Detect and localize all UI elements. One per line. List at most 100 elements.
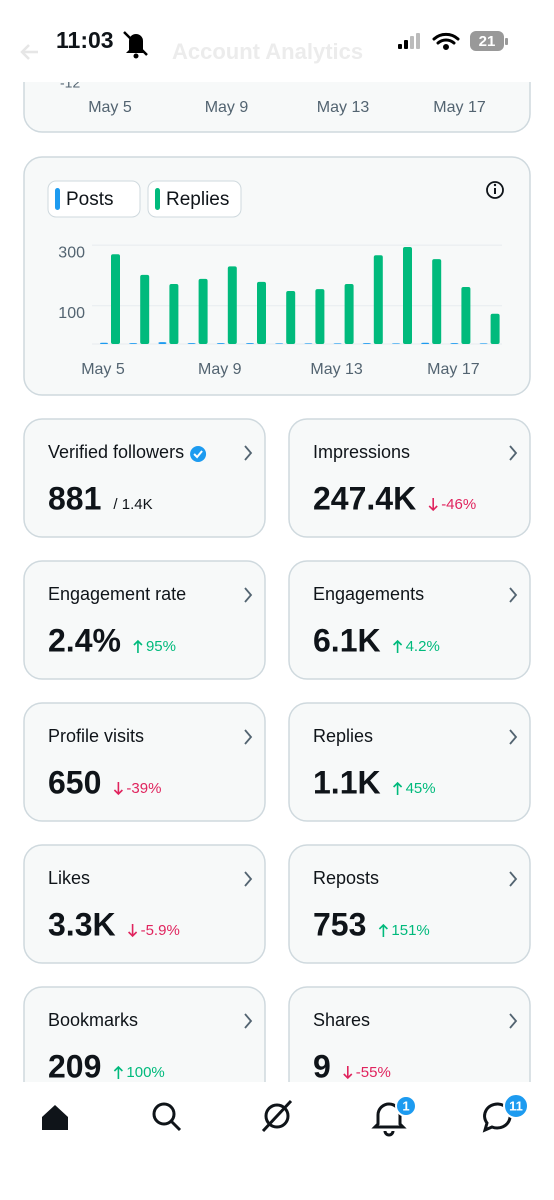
trend-arrow bbox=[343, 1066, 353, 1080]
chevron bbox=[244, 445, 253, 461]
trend-arrow bbox=[428, 498, 438, 512]
stat-value: 753 bbox=[313, 906, 366, 942]
bar bbox=[227, 266, 237, 344]
verified-check bbox=[193, 450, 203, 459]
bar bbox=[169, 284, 179, 344]
bar bbox=[344, 284, 354, 344]
nav-search[interactable] bbox=[152, 1102, 182, 1132]
bar bbox=[158, 342, 167, 344]
chevron bbox=[244, 729, 253, 745]
stat-change: -55% bbox=[356, 1064, 391, 1081]
bar bbox=[304, 343, 313, 344]
info-icon-dot bbox=[493, 183, 497, 187]
clock: 11:03 bbox=[56, 27, 114, 53]
wifi-icon bbox=[432, 32, 460, 50]
stat-title: Shares bbox=[313, 1010, 370, 1030]
stat-value: 247.4K bbox=[313, 480, 416, 516]
x-tick-label: May 9 bbox=[205, 99, 249, 116]
legend-label: Posts bbox=[66, 189, 114, 210]
legend-item[interactable] bbox=[147, 180, 242, 218]
nav-grok[interactable] bbox=[261, 1099, 293, 1133]
chevron bbox=[244, 587, 253, 603]
stat-card[interactable] bbox=[23, 560, 266, 680]
notification-count: 1 bbox=[402, 1098, 409, 1113]
chevron bbox=[509, 587, 518, 603]
bar bbox=[362, 343, 371, 344]
status-bar bbox=[0, 0, 554, 82]
stat-total: / 1.4K bbox=[113, 496, 152, 513]
legend-swatch bbox=[155, 188, 160, 210]
trend-arrow bbox=[393, 781, 403, 795]
bar bbox=[315, 289, 325, 344]
trend-arrow bbox=[393, 639, 403, 653]
chevron bbox=[509, 871, 518, 887]
stat-value: 1.1K bbox=[313, 764, 381, 800]
y-tick-label: 100 bbox=[58, 305, 85, 322]
bar bbox=[403, 247, 412, 344]
bar bbox=[373, 255, 383, 344]
bar bbox=[275, 343, 284, 344]
battery-tip bbox=[505, 38, 508, 45]
info-icon[interactable] bbox=[486, 181, 504, 199]
legend-label: Replies bbox=[166, 189, 229, 210]
x-tick-label: May 13 bbox=[310, 361, 363, 378]
stat-card[interactable] bbox=[23, 418, 266, 538]
stat-value: 209 bbox=[48, 1048, 101, 1084]
chevron bbox=[509, 1013, 518, 1029]
x-tick-label: May 17 bbox=[427, 361, 480, 378]
nav-notifications[interactable] bbox=[371, 1102, 407, 1137]
stat-card[interactable] bbox=[23, 844, 266, 964]
stat-change: -46% bbox=[441, 496, 476, 513]
stat-card[interactable] bbox=[288, 702, 531, 822]
stat-card[interactable] bbox=[23, 702, 266, 822]
bar bbox=[450, 343, 459, 344]
signal-icon bbox=[398, 33, 420, 49]
trend-arrow bbox=[113, 782, 123, 796]
stat-title: Engagements bbox=[313, 584, 424, 604]
stat-card[interactable] bbox=[288, 560, 531, 680]
bar bbox=[140, 274, 150, 344]
stat-card[interactable] bbox=[288, 418, 531, 538]
verified-badge bbox=[190, 446, 207, 462]
stat-change: 151% bbox=[391, 922, 429, 939]
nav-home[interactable] bbox=[42, 1105, 68, 1130]
stat-value: 9 bbox=[313, 1048, 331, 1084]
x-tick-label: May 9 bbox=[198, 361, 242, 378]
stat-title: Engagement rate bbox=[48, 584, 186, 604]
chevron bbox=[244, 1013, 253, 1029]
bar bbox=[257, 281, 266, 344]
bar bbox=[286, 290, 296, 344]
bar bbox=[490, 313, 500, 344]
legend-item[interactable] bbox=[47, 180, 141, 218]
notification-badge bbox=[395, 1095, 417, 1117]
y-tick-label: 300 bbox=[58, 244, 85, 261]
nav-bar bbox=[0, 1082, 554, 1200]
stat-change: -5.9% bbox=[141, 922, 180, 939]
stat-value: 650 bbox=[48, 764, 101, 800]
stat-title: Replies bbox=[313, 726, 373, 746]
stat-title: Likes bbox=[48, 868, 90, 888]
stat-card[interactable] bbox=[288, 844, 531, 964]
back-button[interactable] bbox=[20, 44, 38, 60]
chevron bbox=[509, 445, 518, 461]
stat-title: Impressions bbox=[313, 442, 410, 462]
stat-title: Reposts bbox=[313, 868, 379, 888]
stat-value: 2.4% bbox=[48, 622, 121, 658]
bar bbox=[392, 343, 400, 344]
bar bbox=[100, 342, 108, 344]
bar bbox=[216, 343, 225, 344]
bar bbox=[333, 343, 342, 344]
stat-title: Verified followers bbox=[48, 442, 184, 462]
x-tick-label: May 5 bbox=[81, 361, 125, 378]
stat-change: 95% bbox=[146, 638, 176, 655]
bar bbox=[246, 343, 254, 344]
bar bbox=[198, 278, 208, 344]
bar bbox=[111, 254, 120, 344]
header-title: Account Analytics bbox=[172, 39, 363, 64]
bar bbox=[432, 259, 442, 344]
bar bbox=[461, 287, 471, 344]
bar bbox=[129, 343, 138, 344]
bar bbox=[479, 343, 488, 344]
x-tick-label: May 17 bbox=[433, 99, 486, 116]
